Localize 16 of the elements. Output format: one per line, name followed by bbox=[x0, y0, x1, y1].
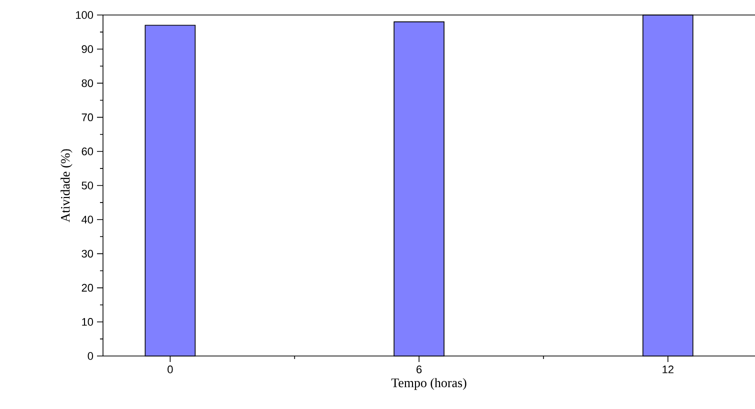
y-tick-label: 20 bbox=[82, 284, 94, 292]
y-axis-title: Atividade (%) bbox=[60, 149, 72, 222]
x-tick-label: 12 bbox=[662, 366, 674, 374]
y-tick-label: 0 bbox=[88, 352, 94, 360]
y-tick-label: 40 bbox=[82, 216, 94, 224]
y-tick-label: 30 bbox=[82, 250, 94, 258]
y-tick-label: 70 bbox=[82, 113, 94, 122]
y-tick-label: 60 bbox=[82, 148, 94, 156]
y-tick-label: 10 bbox=[82, 318, 94, 326]
x-tick-label: 0 bbox=[168, 366, 173, 374]
y-tick-label: 100 bbox=[76, 11, 94, 19]
y-tick-label: 80 bbox=[82, 79, 94, 88]
y-tick-label: 90 bbox=[82, 45, 94, 53]
y-tick-label: 50 bbox=[82, 182, 94, 190]
x-tick-label: 6 bbox=[416, 366, 422, 374]
x-axis-title: Tempo (horas) bbox=[391, 378, 466, 390]
